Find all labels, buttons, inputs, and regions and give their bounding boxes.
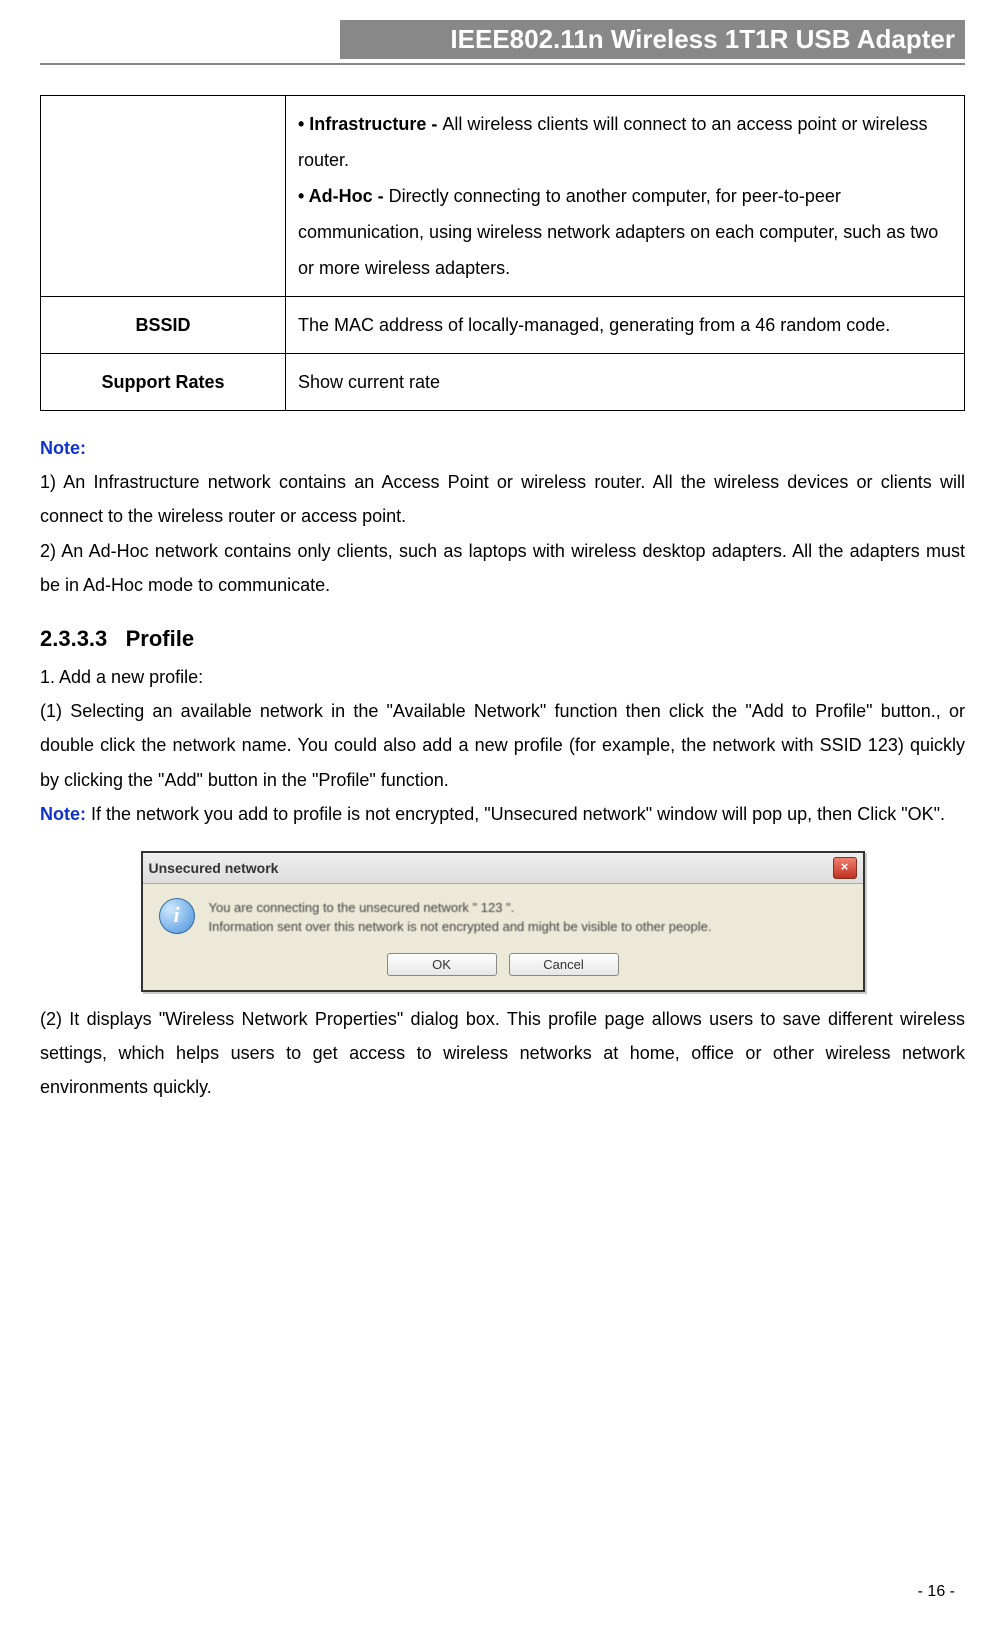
step-1-heading: 1. Add a new profile:	[40, 660, 965, 694]
term-adhoc: • Ad-Hoc -	[298, 186, 389, 206]
dialog-message-line2: Information sent over this network is no…	[209, 919, 712, 934]
unsecured-network-dialog: Unsecured network × i You are connecting…	[141, 851, 865, 992]
dialog-message: You are connecting to the unsecured netw…	[209, 898, 712, 937]
table-row: BSSID The MAC address of locally-managed…	[41, 297, 965, 354]
dialog-body: i You are connecting to the unsecured ne…	[143, 884, 863, 945]
table-row: Support Rates Show current rate	[41, 354, 965, 411]
note-item-2: 2) An Ad-Hoc network contains only clien…	[40, 534, 965, 602]
dialog-titlebar: Unsecured network ×	[143, 853, 863, 884]
dialog-title-text: Unsecured network	[149, 860, 279, 876]
table-cell-label-bssid: BSSID	[41, 297, 286, 354]
section-heading: 2.3.3.3 Profile	[40, 626, 965, 652]
table-cell-support-rates-desc: Show current rate	[286, 354, 965, 411]
dialog-button-row: OK Cancel	[143, 945, 863, 990]
section-title: Profile	[126, 626, 194, 651]
table-row: • Infrastructure - All wireless clients …	[41, 96, 965, 297]
table-cell-bssid-desc: The MAC address of locally-managed, gene…	[286, 297, 965, 354]
desc-adhoc: Directly connecting to another computer,…	[298, 186, 938, 278]
inline-note-label: Note:	[40, 804, 86, 824]
note-label: Note:	[40, 438, 86, 458]
doc-header-bar: IEEE802.11n Wireless 1T1R USB Adapter	[340, 20, 965, 59]
close-icon[interactable]: ×	[833, 857, 857, 879]
header-underline	[40, 63, 965, 65]
cancel-button[interactable]: Cancel	[509, 953, 619, 976]
section-number: 2.3.3.3	[40, 626, 107, 651]
inline-note-text: If the network you add to profile is not…	[86, 804, 945, 824]
page-number: - 16 -	[918, 1583, 955, 1601]
dialog-screenshot: Unsecured network × i You are connecting…	[40, 851, 965, 992]
dialog-message-line1: You are connecting to the unsecured netw…	[209, 900, 515, 915]
step-1-para-1: (1) Selecting an available network in th…	[40, 694, 965, 797]
table-cell-network-types: • Infrastructure - All wireless clients …	[286, 96, 965, 297]
definitions-table: • Infrastructure - All wireless clients …	[40, 95, 965, 411]
term-infrastructure: • Infrastructure -	[298, 114, 442, 134]
table-cell-label-support-rates: Support Rates	[41, 354, 286, 411]
ok-button[interactable]: OK	[387, 953, 497, 976]
table-cell-label-empty	[41, 96, 286, 297]
note-item-1: 1) An Infrastructure network contains an…	[40, 465, 965, 533]
step-1-para-2: (2) It displays "Wireless Network Proper…	[40, 1002, 965, 1105]
info-icon: i	[159, 898, 195, 934]
